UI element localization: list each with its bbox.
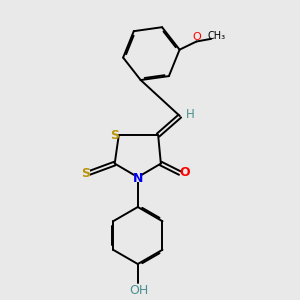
Bar	[181, 169, 188, 176]
Bar	[110, 132, 118, 139]
Bar	[187, 112, 194, 118]
Text: O: O	[192, 32, 201, 42]
Text: S: S	[110, 129, 119, 142]
Bar	[133, 287, 145, 294]
Text: CH₃: CH₃	[207, 31, 225, 41]
Bar	[134, 175, 141, 182]
Bar	[193, 34, 200, 40]
Text: N: N	[133, 172, 143, 185]
Bar	[82, 170, 90, 176]
Text: S: S	[81, 167, 90, 180]
Text: OH: OH	[130, 284, 149, 297]
Text: O: O	[179, 166, 190, 179]
Text: H: H	[186, 108, 195, 121]
